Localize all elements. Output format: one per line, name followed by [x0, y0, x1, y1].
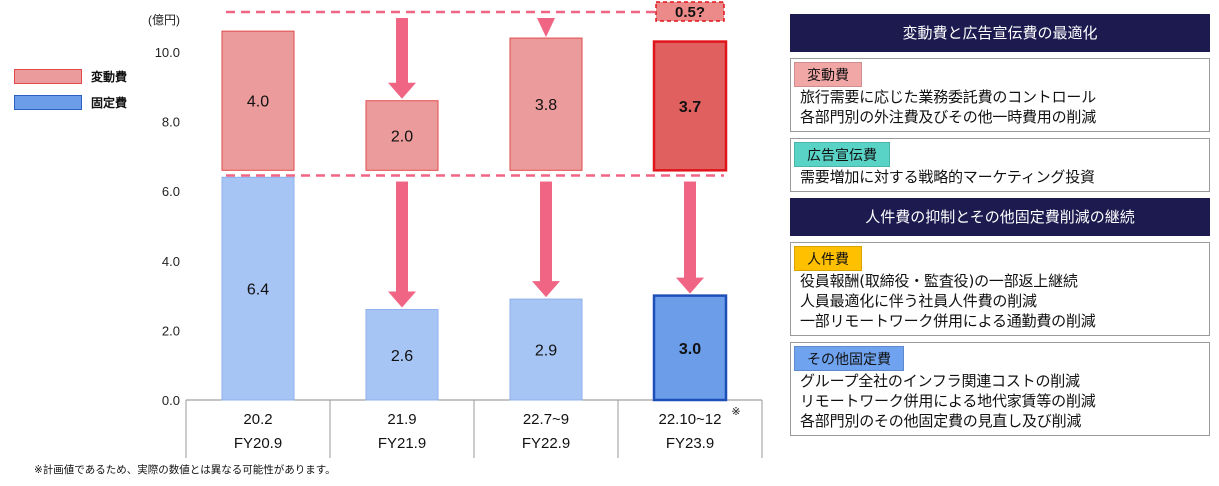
- box-line: 旅行需要に応じた業務委託費のコントロール: [800, 88, 1097, 106]
- x-tick-label: 21.9: [387, 411, 416, 428]
- tag-personnel: 人件費: [794, 246, 862, 271]
- variable-change-arrow-shaft: [396, 17, 408, 85]
- legend-swatch-fixed: [14, 94, 82, 110]
- y-tick-label: 2.0: [162, 323, 180, 338]
- x-tick-label: 20.2: [243, 411, 272, 428]
- box-personnel: 人件費 役員報酬(取締役・監査役)の一部返上継続 人員最適化に伴う社員人件費の削…: [790, 242, 1210, 336]
- fixed-change-arrow-head: [388, 291, 416, 308]
- box-line: リモートワーク併用による地代家賃等の削減: [800, 392, 1096, 410]
- variable-cost-label: 4.0: [247, 94, 269, 111]
- legend-item-variable: 変動費: [14, 64, 127, 88]
- tag-variable-cost: 変動費: [794, 62, 862, 87]
- fixed-change-arrow-shaft: [396, 181, 408, 294]
- footnote: ※計画値であるため、実際の数値とは異なる可能性があります。: [34, 464, 336, 476]
- box-variable-cost: 変動費 旅行需要に応じた業務委託費のコントロール 各部門別の外注費及びその他一時…: [790, 58, 1210, 132]
- x-tick-label: 22.10~12: [659, 411, 722, 428]
- legend-item-fixed: 固定費: [14, 90, 127, 114]
- variable-cost-bar: [509, 37, 583, 171]
- x-tick-label: 22.7~9: [523, 411, 569, 428]
- cost-chart: (億円) 0.0 2.0 4.0 6.0 8.0 10.0 6.4 4.0 20.2 FY20.9 2…: [148, 1, 763, 458]
- y-tick-label: 4.0: [162, 254, 180, 269]
- fixed-change-arrow-shaft: [540, 181, 552, 284]
- variable-change-arrow-head: [537, 17, 555, 38]
- box-line: 役員報酬(取締役・監査役)の一部返上継続: [800, 272, 1078, 290]
- x-tick-label: FY21.9: [378, 435, 426, 452]
- x-tick-label: FY23.9: [666, 435, 714, 452]
- box-line: 各部門別のその他固定費の見直し及び削減: [800, 412, 1082, 430]
- variable-cost-label: 2.0: [391, 129, 413, 146]
- variable-forecast-annotation-box: [655, 1, 725, 22]
- fixed-cost-bar: [509, 298, 583, 401]
- fixed-cost-label: 2.9: [535, 343, 557, 360]
- fixed-change-arrow-head: [676, 277, 704, 294]
- x-tick-label: FY20.9: [234, 435, 282, 452]
- section-header-fixed: 人件費の抑制とその他固定費削減の継続: [790, 198, 1210, 236]
- fixed-change-arrow-head: [532, 281, 560, 298]
- y-tick-label: 0.0: [162, 393, 180, 408]
- fixed-cost-bar: [652, 294, 728, 402]
- tag-advertising: 広告宣伝費: [794, 142, 890, 167]
- x-tick-label: FY22.9: [522, 435, 570, 452]
- variable-cost-bar: [652, 40, 728, 172]
- box-line: 一部リモートワーク併用による通勤費の削減: [800, 312, 1096, 330]
- cost-measures-panel: 変動費と広告宣伝費の最適化 変動費 旅行需要に応じた業務委託費のコントロール 各…: [790, 14, 1210, 436]
- y-tick-label: 10.0: [155, 45, 180, 60]
- y-tick-label: 8.0: [162, 115, 180, 130]
- box-line: グループ全社のインフラ関連コストの削減: [800, 372, 1080, 390]
- box-other-fixed: その他固定費 グループ全社のインフラ関連コストの削減 リモートワーク併用による地…: [790, 342, 1210, 436]
- y-tick-label: 6.0: [162, 184, 180, 199]
- fixed-cost-label: 6.4: [247, 282, 269, 299]
- chart-legend: 変動費 固定費: [14, 64, 127, 116]
- fixed-cost-label: 3.0: [679, 341, 701, 358]
- fixed-cost-bar: [365, 309, 439, 401]
- variable-cost-label: 3.7: [679, 99, 701, 116]
- variable-change-arrow-head: [388, 82, 416, 99]
- legend-label-fixed: 固定費: [91, 95, 128, 110]
- x-tick-note: ※: [731, 406, 740, 418]
- fixed-cost-label: 2.6: [391, 348, 413, 365]
- tag-other-fixed: その他固定費: [794, 346, 904, 371]
- box-line: 需要増加に対する戦略的マーケティング投資: [800, 168, 1095, 186]
- box-line: 各部門別の外注費及びその他一時費用の削減: [800, 108, 1097, 126]
- variable-cost-bar: [365, 100, 439, 171]
- fixed-cost-bar: [221, 176, 295, 401]
- variable-cost-label: 3.8: [535, 97, 557, 114]
- box-advertising: 広告宣伝費 需要増加に対する戦略的マーケティング投資: [790, 138, 1210, 192]
- variable-cost-bar: [221, 30, 295, 171]
- fixed-change-arrow-shaft: [684, 181, 696, 280]
- legend-label-variable: 変動費: [91, 69, 128, 84]
- variable-forecast-annotation: 0.5?: [675, 4, 705, 21]
- box-line: 人員最適化に伴う社員人件費の削減: [800, 292, 1037, 310]
- legend-swatch-variable: [14, 68, 82, 84]
- y-axis-unit: (億円): [148, 13, 180, 27]
- section-header-variable: 変動費と広告宣伝費の最適化: [790, 14, 1210, 52]
